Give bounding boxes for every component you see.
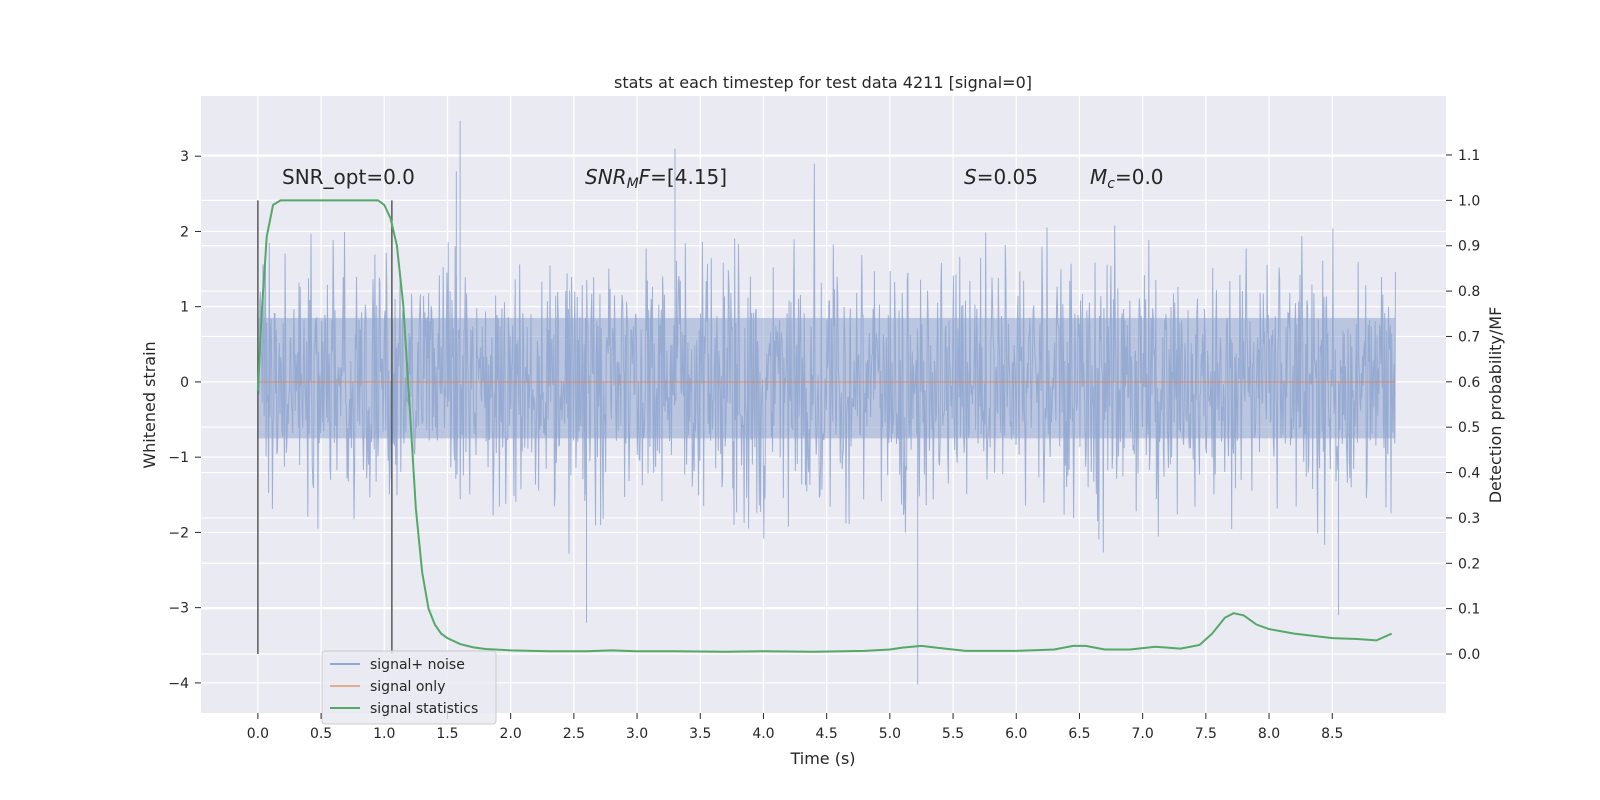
- y-axis-ticks: −4 −3 −2 −1 0 1 2 3: [168, 149, 201, 692]
- x-tick-label: 5.0: [879, 726, 901, 742]
- y-tick-label: 3: [180, 149, 189, 165]
- x-tick-label: 0.5: [310, 726, 332, 742]
- chart-title: stats at each timestep for test data 421…: [614, 73, 1032, 92]
- y-tick-label: −3: [168, 601, 189, 617]
- snr-mf-f: F: [639, 165, 651, 189]
- y-axis-label: Whitened strain: [140, 341, 159, 468]
- s-main: S: [964, 165, 977, 189]
- x-tick-label: 7.5: [1195, 726, 1217, 742]
- y-right-tick-label: 0.8: [1458, 284, 1480, 300]
- legend-label-noise: signal+ noise: [370, 657, 465, 673]
- y-right-axis-label: Detection probability/MF: [1486, 307, 1505, 504]
- signal-noise-series: [257, 120, 1396, 685]
- y-right-tick-label: 0.1: [1458, 602, 1480, 618]
- y-tick-label: −2: [168, 525, 189, 541]
- y-right-axis-ticks: 0.0 0.1 0.2 0.3 0.4 0.5 0.6 0.7 0.8 0.9 1.0 1.1: [1446, 148, 1480, 663]
- x-tick-label: 0.0: [247, 726, 269, 742]
- y-right-tick-label: 0.6: [1458, 375, 1480, 391]
- mc-sub: c: [1107, 176, 1115, 192]
- mc-value: =0.0: [1115, 165, 1164, 189]
- y-tick-label: −1: [168, 450, 189, 466]
- y-right-tick-label: 1.1: [1458, 148, 1480, 164]
- y-right-tick-label: 0.2: [1458, 556, 1480, 572]
- x-tick-label: 4.0: [752, 726, 774, 742]
- signal-statistics-series: [256, 199, 1393, 653]
- mc-main: M: [1090, 165, 1107, 189]
- snr-mf-annotation: SNRMF=[4.15]: [585, 165, 727, 192]
- x-axis-ticks: 0.0 0.5 1.0 1.5 2.0 2.5 3.0 3.5 4.0 4.5 5.0 5.5 6.0 6…: [247, 713, 1343, 742]
- y-right-tick-label: 1.0: [1458, 193, 1480, 209]
- y-tick-label: −4: [168, 676, 189, 692]
- legend-box: [321, 650, 497, 725]
- legend: signal+ noise signal only signal statist…: [321, 650, 497, 725]
- x-tick-label: 6.5: [1068, 726, 1090, 742]
- x-tick-label: 2.0: [500, 726, 522, 742]
- y-right-tick-label: 0.3: [1458, 511, 1480, 527]
- x-tick-label: 8.0: [1258, 726, 1280, 742]
- y-right-tick-label: 0.5: [1458, 420, 1480, 436]
- x-tick-label: 3.0: [626, 726, 648, 742]
- snr-mf-main: SNR: [585, 165, 627, 189]
- s-value: =0.05: [977, 165, 1038, 189]
- snr-mf-sub: M: [627, 176, 639, 192]
- signal-statistics-line: [256, 199, 1393, 653]
- legend-label-stats: signal statistics: [370, 701, 478, 717]
- y-right-tick-label: 0.9: [1458, 239, 1480, 255]
- marker-lines: [257, 200, 393, 655]
- y-tick-label: 2: [180, 224, 189, 240]
- y-right-tick-label: 0.0: [1458, 647, 1480, 663]
- x-tick-label: 5.5: [942, 726, 964, 742]
- x-tick-label: 8.5: [1321, 726, 1343, 742]
- x-tick-label: 4.5: [816, 726, 838, 742]
- snr-mf-value: =[4.15]: [650, 165, 727, 189]
- y-tick-label: 1: [180, 300, 189, 316]
- x-tick-label: 1.5: [436, 726, 458, 742]
- legend-label-signal: signal only: [370, 679, 445, 695]
- x-tick-label: 6.0: [1005, 726, 1027, 742]
- x-tick-label: 7.0: [1132, 726, 1154, 742]
- y-right-tick-label: 0.4: [1458, 466, 1480, 482]
- x-axis-label: Time (s): [789, 749, 855, 768]
- s-annotation: S=0.05: [964, 165, 1038, 189]
- y-tick-label: 0: [180, 375, 189, 391]
- x-tick-label: 2.5: [563, 726, 585, 742]
- x-tick-label: 3.5: [689, 726, 711, 742]
- x-tick-label: 1.0: [373, 726, 395, 742]
- snr-opt-annotation: SNR_opt=0.0: [282, 165, 415, 189]
- y-right-tick-label: 0.7: [1458, 329, 1480, 345]
- mc-annotation: Mc=0.0: [1090, 165, 1164, 192]
